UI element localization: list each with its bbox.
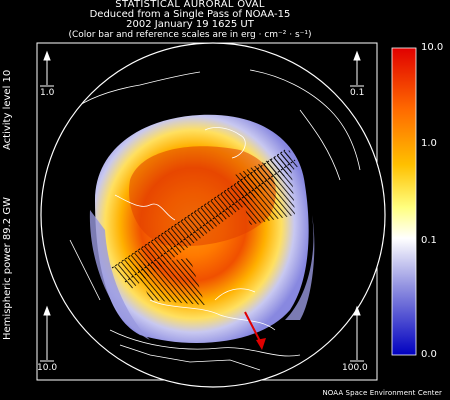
map-units-note: (Color bar and reference scales are in e… xyxy=(68,30,312,40)
colorbar-tick-0-1: 0.1 xyxy=(421,235,437,246)
colorbar-tick-min: 0.0 xyxy=(421,349,437,360)
satellite-pass-track xyxy=(111,149,300,305)
colorbar-tick-max: 10.0 xyxy=(421,42,444,53)
title-block: STATISTICAL AURORAL OVAL Deduced from a … xyxy=(0,0,380,40)
map-subtitle: Deduced from a Single Pass of NOAA-15 xyxy=(89,9,291,20)
footer-credit: NOAA Space Environment Center xyxy=(322,389,442,397)
colorbar-tick-1: 1.0 xyxy=(421,138,437,149)
polar-cap-region xyxy=(129,146,276,247)
scale-label-bottom-right: 100.0 xyxy=(342,363,368,373)
reference-scale-markers xyxy=(40,50,364,362)
color-bar xyxy=(391,47,417,356)
sun-direction-arrow xyxy=(244,311,266,350)
scale-label-bottom-left: 10.0 xyxy=(37,363,58,373)
activity-level-label: Activity level 10 xyxy=(2,69,13,150)
continent-outlines xyxy=(59,69,361,371)
scale-label-top-right: 0.1 xyxy=(350,88,365,98)
map-title: STATISTICAL AURORAL OVAL xyxy=(115,0,265,10)
scale-label-top-left: 1.0 xyxy=(40,88,55,98)
hemispheric-power-label: Hemispheric power 89.2 GW xyxy=(2,197,13,340)
map-date: 2002 January 19 1625 UT xyxy=(126,19,254,30)
